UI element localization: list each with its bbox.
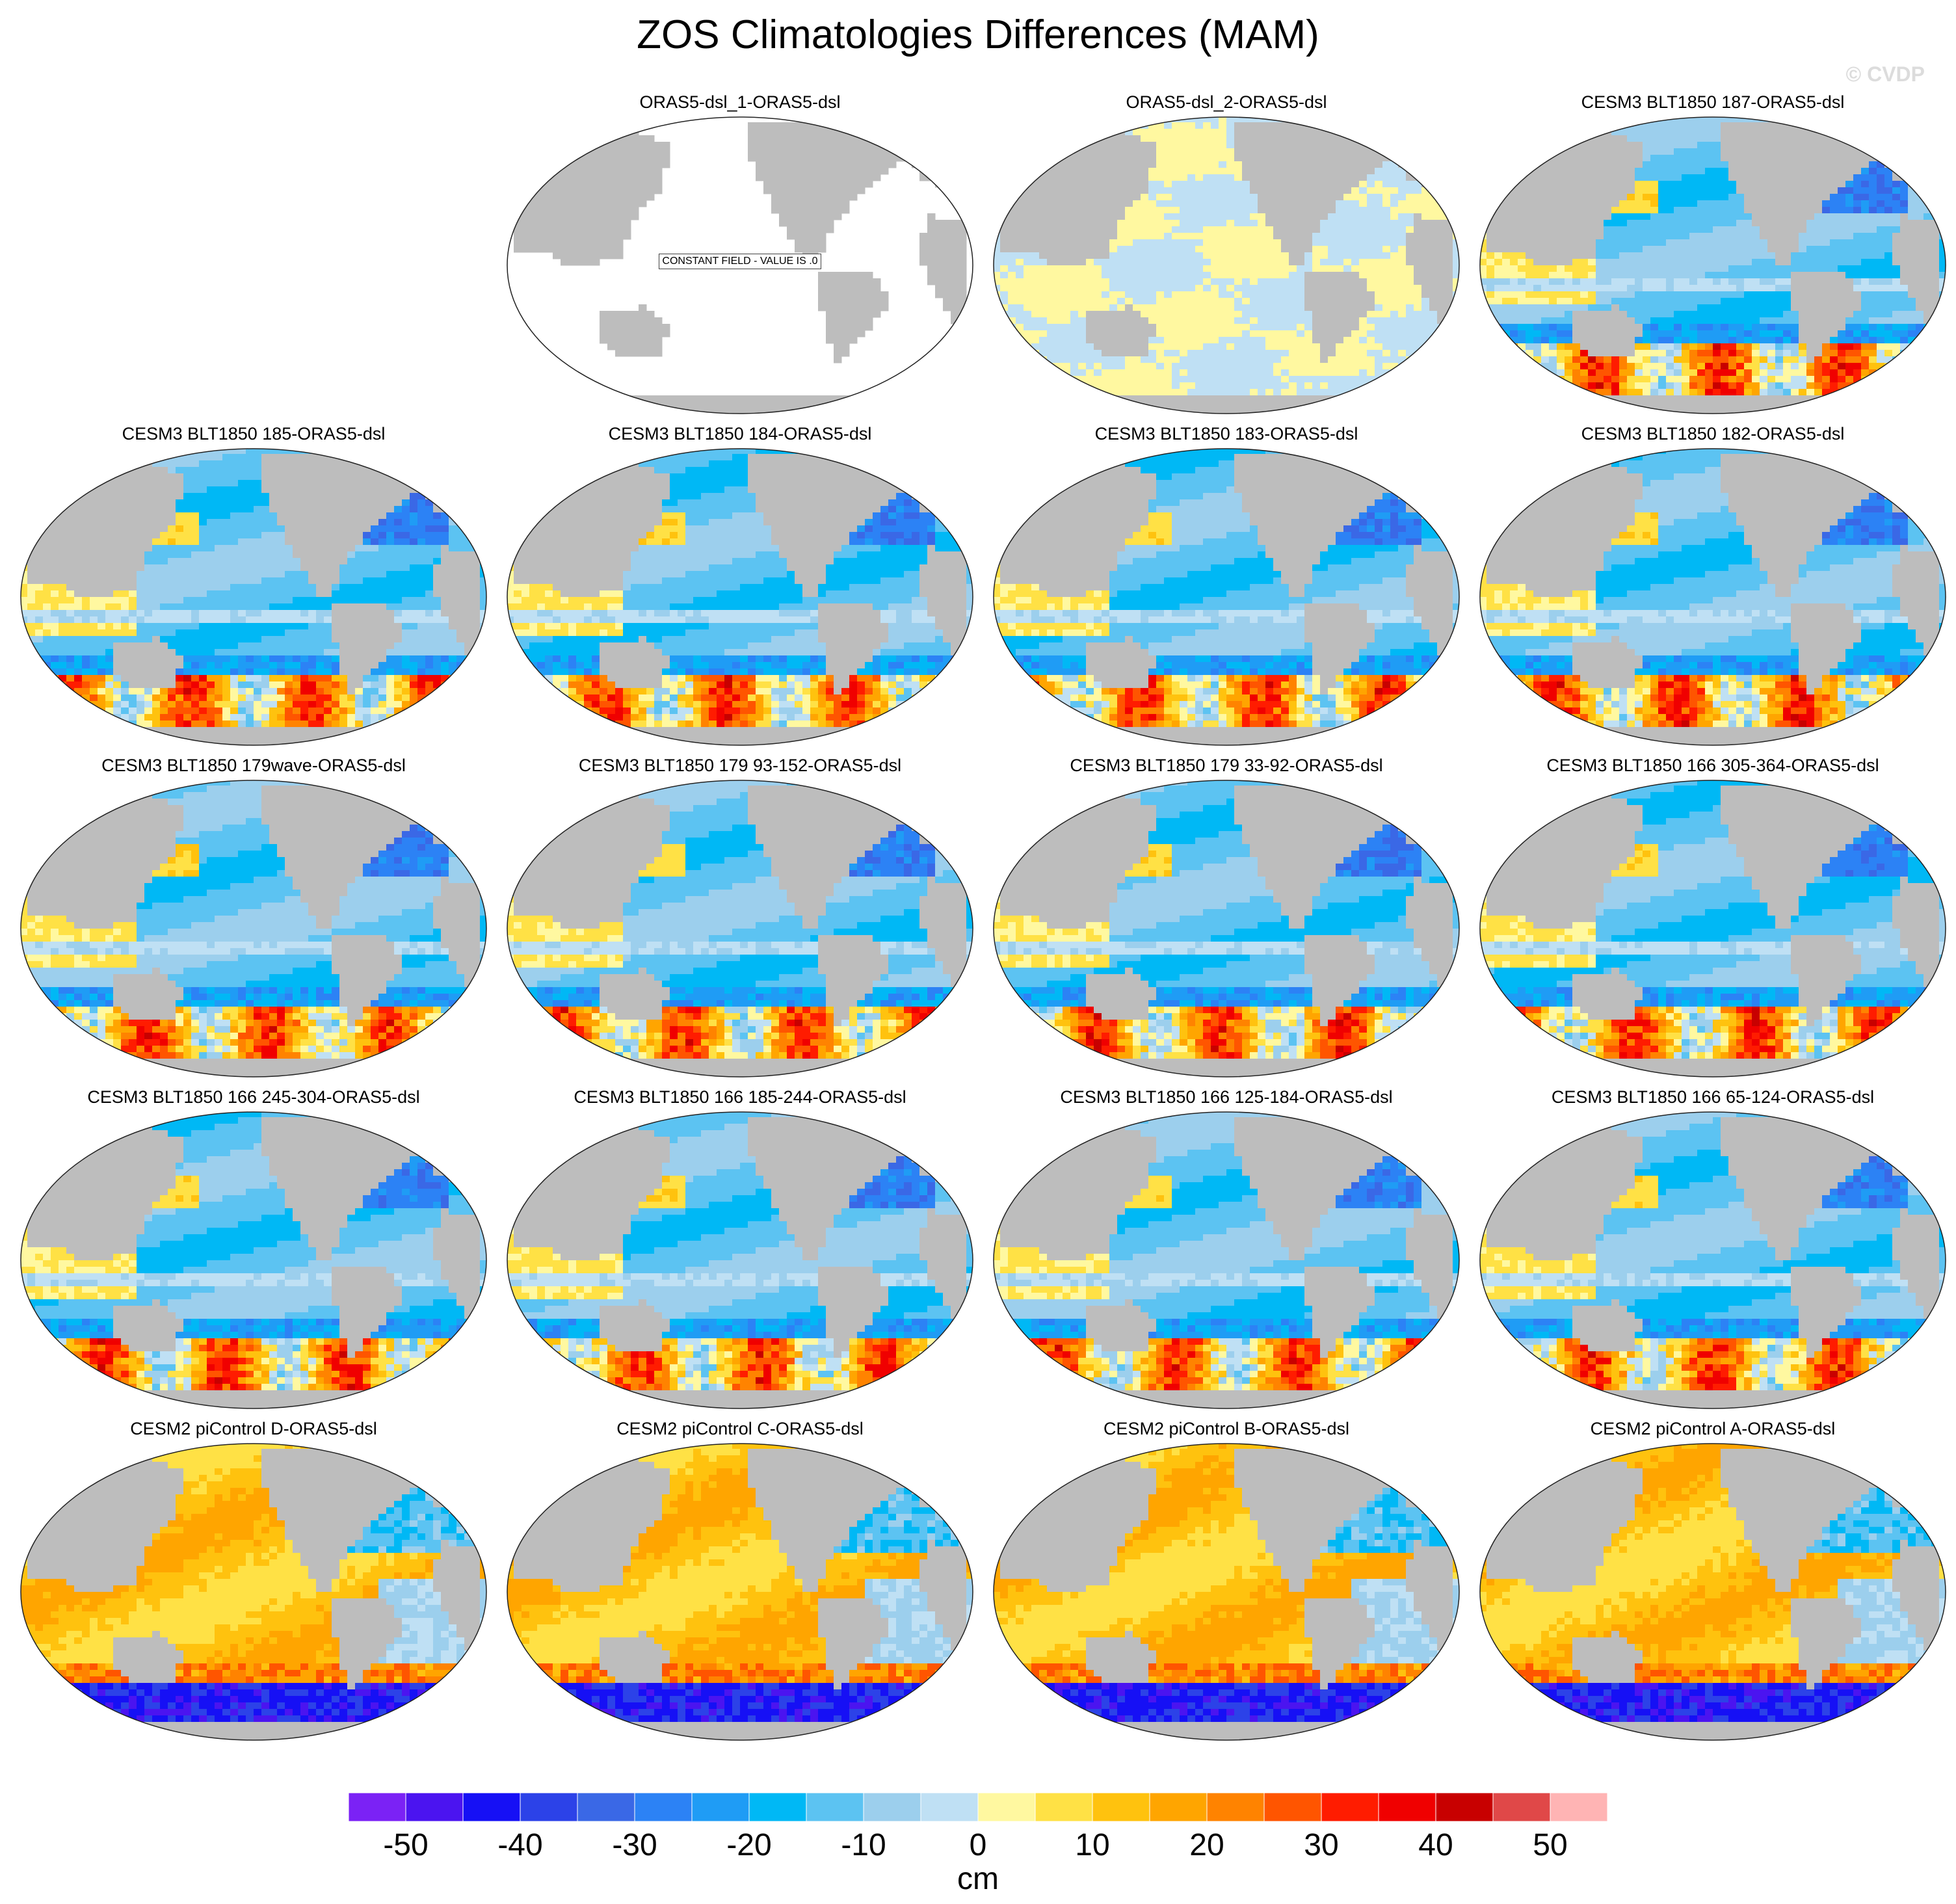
colorbar-tick-label: -20 — [726, 1827, 771, 1863]
colorbar-swatch — [349, 1792, 406, 1822]
colorbar-tick-label: 30 — [1304, 1827, 1338, 1863]
colorbar-units: cm — [957, 1861, 999, 1897]
colorbar-swatch — [462, 1792, 521, 1822]
map-panel: CESM3 BLT1850 179 33-92-ORAS5-dsl — [986, 756, 1467, 1081]
map-panel: CESM3 BLT1850 184-ORAS5-dsl — [499, 424, 981, 749]
colorbar-swatch — [577, 1792, 635, 1822]
colorbar-tick-label: -40 — [497, 1827, 542, 1863]
colorbar-swatch — [977, 1792, 1036, 1822]
map-panel: CESM2 piControl A-ORAS5-dsl — [1472, 1419, 1953, 1744]
map-panel: ORAS5-dsl_1-ORAS5-dsl CONSTANT FIELD - VA… — [499, 92, 981, 417]
colorbar-tick-label: 10 — [1075, 1827, 1109, 1863]
watermark: © CVDP — [1846, 62, 1925, 86]
map-panel: CESM3 BLT1850 185-ORAS5-dsl — [13, 424, 494, 749]
map-panel: CESM3 BLT1850 183-ORAS5-dsl — [986, 424, 1467, 749]
colorbar-swatch — [806, 1792, 864, 1822]
world-map — [993, 1111, 1460, 1409]
world-map — [20, 1111, 487, 1409]
map-panel: CESM3 BLT1850 166 245-304-ORAS5-dsl — [13, 1087, 494, 1412]
world-map — [1479, 448, 1946, 746]
colorbar-swatch — [1492, 1792, 1551, 1822]
colorbar-tick-label: -50 — [383, 1827, 428, 1863]
colorbar-swatch — [1206, 1792, 1265, 1822]
world-map — [507, 448, 973, 746]
colorbar-swatch — [1263, 1792, 1322, 1822]
panel-title: ORAS5-dsl_1-ORAS5-dsl — [499, 92, 981, 112]
world-map — [993, 780, 1460, 1078]
map-panel: CESM2 piControl C-ORAS5-dsl — [499, 1419, 981, 1744]
world-map — [1479, 780, 1946, 1078]
colorbar-swatch — [863, 1792, 921, 1822]
world-map — [20, 780, 487, 1078]
colorbar-swatch — [1149, 1792, 1208, 1822]
panel-title: CESM3 BLT1850 185-ORAS5-dsl — [13, 424, 494, 444]
world-map — [1479, 116, 1946, 414]
map-panel: CESM3 BLT1850 179 93-152-ORAS5-dsl — [499, 756, 981, 1081]
colorbar-swatch — [1550, 1792, 1607, 1822]
panel-title: CESM2 piControl A-ORAS5-dsl — [1472, 1419, 1953, 1439]
colorbar-swatch — [634, 1792, 693, 1822]
colorbar-tick-label: 40 — [1418, 1827, 1453, 1863]
colorbar — [349, 1792, 1607, 1822]
colorbar-swatch — [405, 1792, 464, 1822]
panel-title: CESM3 BLT1850 187-ORAS5-dsl — [1472, 92, 1953, 112]
panel-title: CESM3 BLT1850 166 245-304-ORAS5-dsl — [13, 1087, 494, 1107]
panel-title: CESM2 piControl B-ORAS5-dsl — [986, 1419, 1467, 1439]
panel-title: CESM3 BLT1850 184-ORAS5-dsl — [499, 424, 981, 444]
panel-title: CESM3 BLT1850 166 185-244-ORAS5-dsl — [499, 1087, 981, 1107]
map-panel: ORAS5-dsl_2-ORAS5-dsl — [986, 92, 1467, 417]
map-panel: CESM3 BLT1850 179wave-ORAS5-dsl — [13, 756, 494, 1081]
map-panel: CESM3 BLT1850 166 125-184-ORAS5-dsl — [986, 1087, 1467, 1412]
world-map — [1479, 1111, 1946, 1409]
world-map — [507, 1111, 973, 1409]
world-map — [993, 1443, 1460, 1741]
panel-title: CESM3 BLT1850 182-ORAS5-dsl — [1472, 424, 1953, 444]
map-panel: CESM3 BLT1850 166 185-244-ORAS5-dsl — [499, 1087, 981, 1412]
map-panel: CESM2 piControl B-ORAS5-dsl — [986, 1419, 1467, 1744]
colorbar-tick-label: -10 — [841, 1827, 886, 1863]
figure-title: ZOS Climatologies Differences (MAM) — [0, 12, 1956, 58]
world-map — [993, 116, 1460, 414]
colorbar-swatch — [691, 1792, 750, 1822]
panel-title: CESM2 piControl C-ORAS5-dsl — [499, 1419, 981, 1439]
panel-title: CESM3 BLT1850 183-ORAS5-dsl — [986, 424, 1467, 444]
panel-title: CESM2 piControl D-ORAS5-dsl — [13, 1419, 494, 1439]
colorbar-swatch — [520, 1792, 578, 1822]
colorbar-tick-label: 50 — [1533, 1827, 1567, 1863]
world-map — [507, 1443, 973, 1741]
colorbar-swatch — [748, 1792, 807, 1822]
map-panel: CESM3 BLT1850 166 65-124-ORAS5-dsl — [1472, 1087, 1953, 1412]
world-map — [993, 448, 1460, 746]
world-map — [20, 448, 487, 746]
map-panel: CESM3 BLT1850 182-ORAS5-dsl — [1472, 424, 1953, 749]
colorbar-tick-label: 20 — [1189, 1827, 1224, 1863]
panel-title: CESM3 BLT1850 179wave-ORAS5-dsl — [13, 756, 494, 776]
colorbar-swatch — [920, 1792, 979, 1822]
panel-title: CESM3 BLT1850 179 33-92-ORAS5-dsl — [986, 756, 1467, 776]
world-map — [507, 780, 973, 1078]
world-map — [20, 1443, 487, 1741]
colorbar-swatch — [1435, 1792, 1494, 1822]
world-map — [507, 116, 973, 414]
colorbar-swatch — [1321, 1792, 1379, 1822]
map-panel: CESM2 piControl D-ORAS5-dsl — [13, 1419, 494, 1744]
map-panel: CESM3 BLT1850 166 305-364-ORAS5-dsl — [1472, 756, 1953, 1081]
colorbar-tick-label: 0 — [970, 1827, 987, 1863]
panel-title: CESM3 BLT1850 166 65-124-ORAS5-dsl — [1472, 1087, 1953, 1107]
panel-title: CESM3 BLT1850 166 125-184-ORAS5-dsl — [986, 1087, 1467, 1107]
map-panel: CESM3 BLT1850 187-ORAS5-dsl — [1472, 92, 1953, 417]
colorbar-swatch — [1035, 1792, 1093, 1822]
colorbar-swatch — [1378, 1792, 1436, 1822]
colorbar-tick-label: -30 — [612, 1827, 657, 1863]
colorbar-swatch — [1092, 1792, 1150, 1822]
panel-title: CESM3 BLT1850 179 93-152-ORAS5-dsl — [499, 756, 981, 776]
panel-title: CESM3 BLT1850 166 305-364-ORAS5-dsl — [1472, 756, 1953, 776]
world-map — [1479, 1443, 1946, 1741]
panel-title: ORAS5-dsl_2-ORAS5-dsl — [986, 92, 1467, 112]
